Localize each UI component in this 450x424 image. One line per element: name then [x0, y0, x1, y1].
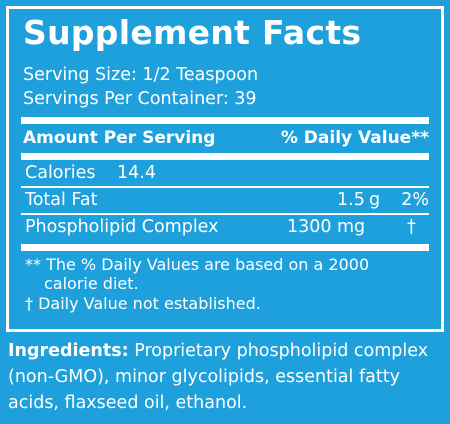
- daily-value-header: % Daily Value**: [280, 128, 429, 148]
- nutrient-name-phospholipid-complex: Phospholipid Complex: [25, 217, 219, 237]
- nutrient-unit-total-fat: g: [369, 190, 381, 210]
- calories-label: Calories: [25, 163, 96, 183]
- serving-size: Serving Size: 1/2 Teaspoon: [23, 65, 259, 85]
- ingredients-label: Ingredients:: [8, 341, 129, 361]
- nutrient-amount-phospholipid-complex: 1300: [287, 217, 332, 237]
- calories-value: 14.4: [117, 163, 156, 183]
- servings-per-container: Servings Per Container: 39: [23, 89, 257, 109]
- thick-divider-middle: [21, 153, 429, 160]
- nutrient-unit-phospholipid-complex: mg: [337, 217, 366, 237]
- thick-divider-top: [21, 117, 429, 124]
- supplement-facts-panel: Supplement Facts Serving Size: 1/2 Teasp…: [6, 6, 444, 332]
- nutrient-amount-total-fat: 1.5: [337, 190, 365, 210]
- row-divider: [21, 213, 429, 215]
- ingredients-text: Proprietary phospholipid complex (non-GM…: [8, 341, 429, 413]
- ingredients-statement: Ingredients: Proprietary phospholipid co…: [8, 338, 444, 416]
- footnote-not-established: † Daily Value not established.: [25, 294, 261, 313]
- amount-per-serving-header: Amount Per Serving: [23, 128, 216, 148]
- footnote-daily-value-line1: ** The % Daily Values are based on a 200…: [25, 255, 370, 274]
- thick-divider-bottom: [21, 244, 429, 251]
- panel-title: Supplement Facts: [23, 13, 362, 52]
- footnote-daily-value-line2: calorie diet.: [44, 274, 139, 293]
- nutrient-name-total-fat: Total Fat: [25, 190, 98, 210]
- row-divider: [21, 186, 429, 188]
- nutrient-dv-phospholipid-complex: †: [407, 217, 416, 237]
- nutrient-dv-total-fat: 2%: [401, 190, 429, 210]
